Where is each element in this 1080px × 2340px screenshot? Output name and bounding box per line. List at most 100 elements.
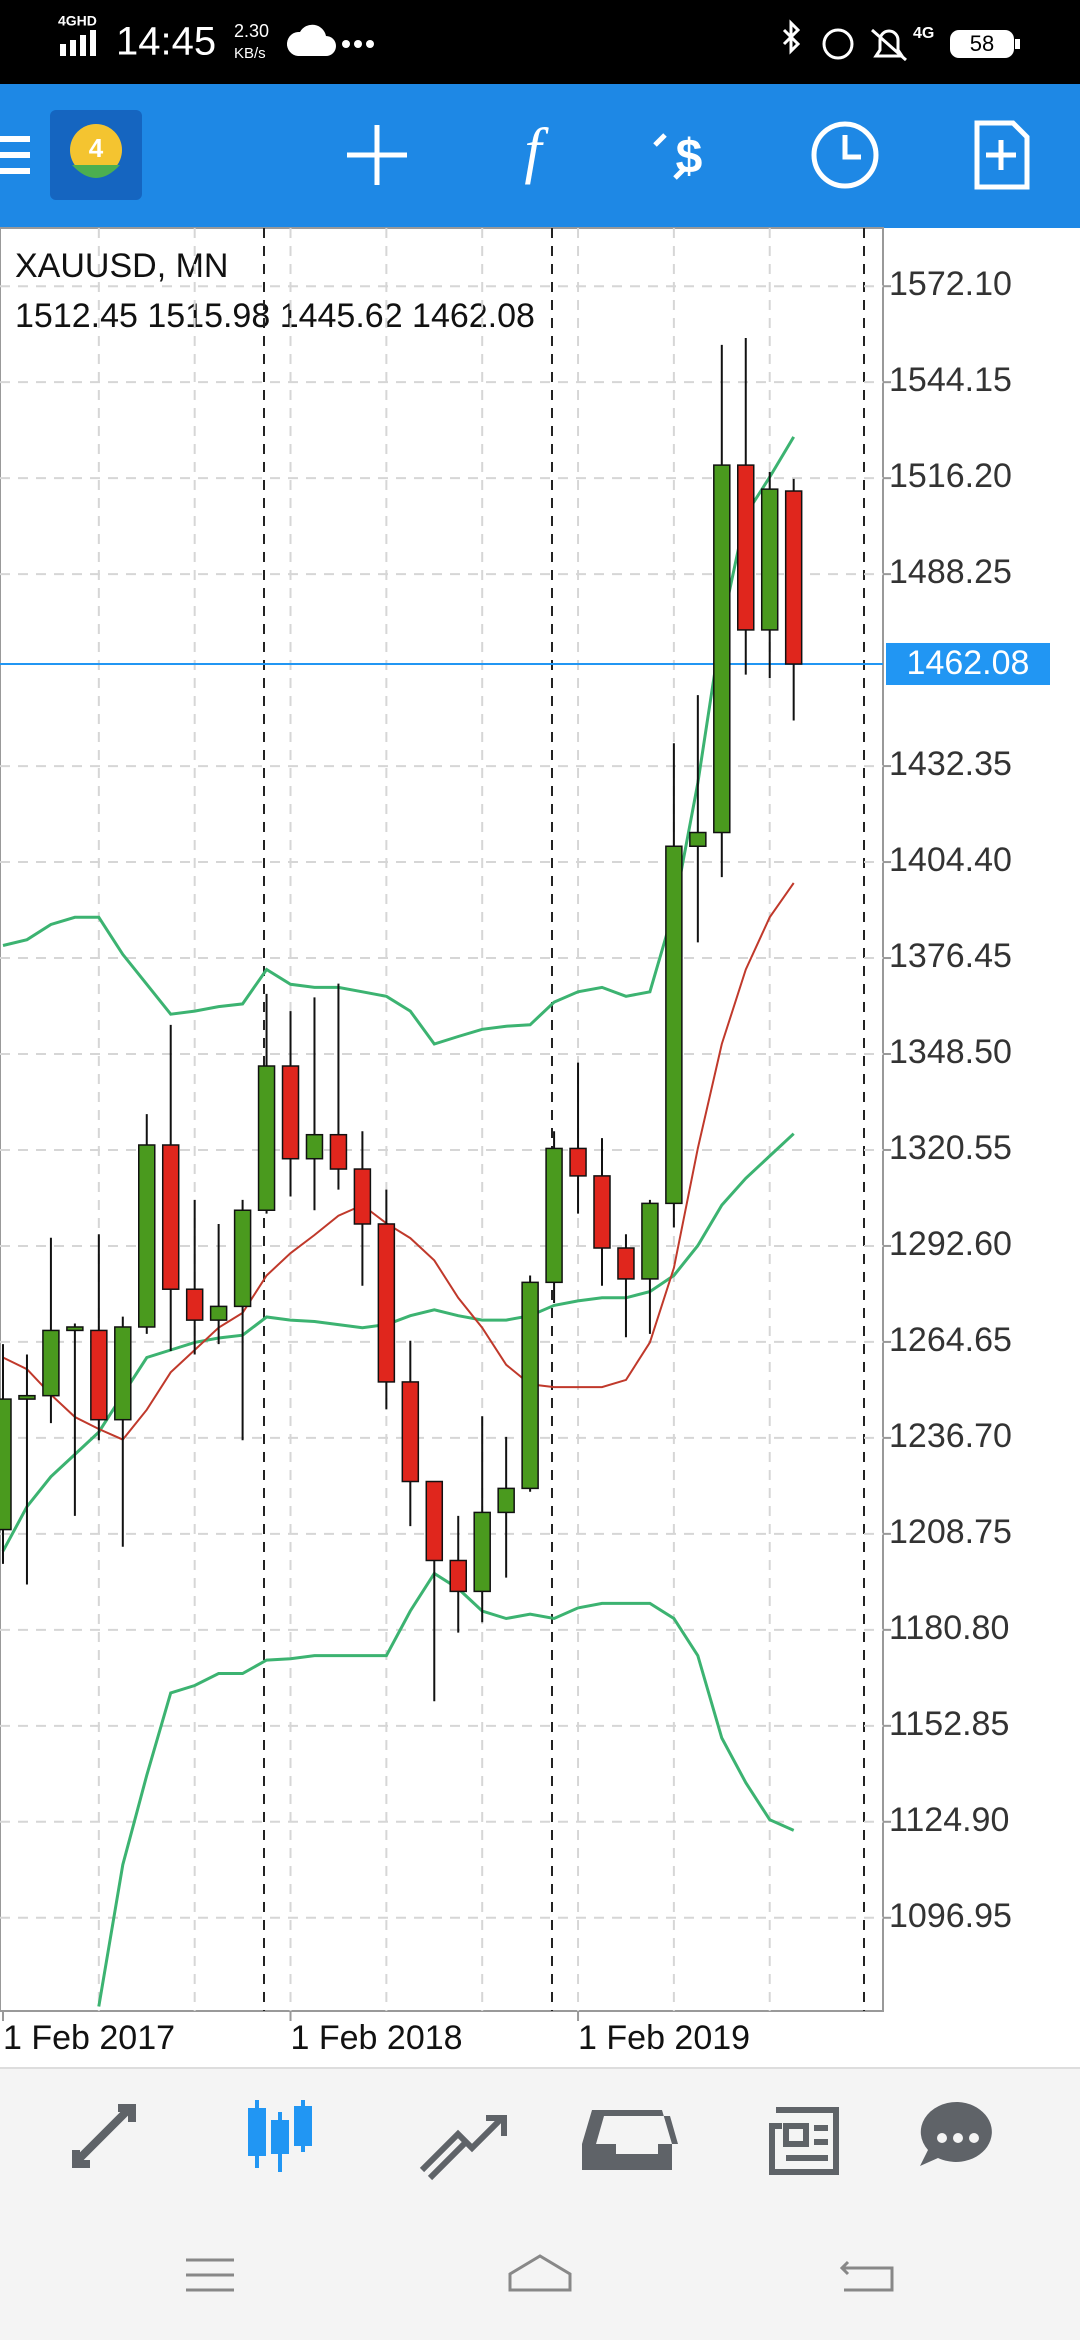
candle-body xyxy=(737,464,755,631)
y-tick-label: 1404.40 xyxy=(889,841,1012,879)
history-tab[interactable] xyxy=(582,2110,678,2170)
y-tick-label: 1432.35 xyxy=(889,745,1012,783)
candle-body xyxy=(138,1144,156,1328)
chart: XAUUSD, MN 1512.45 1515.98 1445.62 1462.… xyxy=(0,227,1050,2057)
candle-body xyxy=(90,1329,108,1421)
candle-body xyxy=(209,1305,228,1321)
battery-icon xyxy=(950,30,1014,58)
candle-body xyxy=(641,1202,659,1280)
candle-body xyxy=(233,1209,252,1308)
current-price-label: 1462.08 xyxy=(907,644,1030,682)
y-tick-label: 1264.65 xyxy=(889,1321,1012,1359)
weather-icon xyxy=(286,24,336,56)
clock: 14:45 xyxy=(116,20,216,64)
y-tick-label: 1124.90 xyxy=(889,1801,1009,1839)
battery-level: 58 xyxy=(970,31,994,56)
svg-text:$: $ xyxy=(676,131,703,184)
indicator-line xyxy=(2,436,795,1046)
app-logo[interactable]: 4 xyxy=(50,110,142,200)
y-tick-label: 1096.95 xyxy=(889,1897,1012,1935)
y-tick-label: 1376.45 xyxy=(889,937,1012,975)
status-bar xyxy=(0,0,1080,84)
net-speed: 2.30 xyxy=(234,21,269,41)
indicator-line xyxy=(2,882,795,1441)
candle-body xyxy=(760,488,779,631)
menu-button[interactable] xyxy=(0,136,30,174)
candle-body xyxy=(401,1381,420,1483)
trade-tab[interactable] xyxy=(419,2115,507,2181)
chart-subtitle: 1512.45 1515.98 1445.62 1462.08 xyxy=(15,297,535,335)
recents-button[interactable] xyxy=(186,2258,234,2292)
candle-body xyxy=(689,831,707,848)
home-button[interactable] xyxy=(508,2254,572,2292)
bottom-area xyxy=(0,2068,1080,2340)
candle-body xyxy=(665,845,683,1205)
toolbar xyxy=(0,84,1080,228)
candle-body xyxy=(42,1329,60,1397)
battery-tip xyxy=(1015,39,1020,49)
y-tick-label: 1292.60 xyxy=(889,1225,1012,1263)
net-speed-unit: KB/s xyxy=(234,45,266,62)
candle-body xyxy=(784,490,803,665)
candle-body xyxy=(185,1288,204,1321)
candle-body xyxy=(521,1281,539,1490)
mute-icon xyxy=(871,28,907,62)
candle-body xyxy=(18,1394,36,1400)
candle-body xyxy=(449,1559,467,1593)
candle-body xyxy=(305,1133,324,1160)
y-tick-label: 1208.75 xyxy=(889,1513,1012,1551)
candle-body xyxy=(257,1065,276,1211)
system-nav xyxy=(186,2254,894,2292)
signal-icon xyxy=(60,30,96,56)
chat-tab[interactable] xyxy=(920,2101,992,2166)
alarm-icon xyxy=(822,28,854,60)
y-tick-label: 1544.15 xyxy=(889,361,1012,399)
candle-body xyxy=(713,464,731,834)
network-type: 4G xyxy=(913,25,934,42)
x-tick-label: 1 Feb 2019 xyxy=(578,2019,750,2057)
y-tick-label: 1516.20 xyxy=(889,457,1012,495)
news-tab[interactable] xyxy=(769,2107,839,2175)
svg-text:4: 4 xyxy=(89,133,104,163)
candle-body xyxy=(425,1480,444,1562)
back-button[interactable] xyxy=(839,2260,894,2292)
chart-tab[interactable] xyxy=(248,2100,312,2172)
candle-body xyxy=(114,1326,132,1421)
crosshair-button[interactable] xyxy=(347,125,407,185)
x-tick-label: 1 Feb 2018 xyxy=(291,2019,463,2057)
candle-body xyxy=(353,1168,372,1225)
y-tick-label: 1236.70 xyxy=(889,1417,1012,1455)
candle-body xyxy=(497,1487,515,1514)
y-tick-label: 1572.10 xyxy=(889,265,1012,303)
candle-body xyxy=(281,1065,300,1160)
y-tick-label: 1180.80 xyxy=(889,1609,1009,1647)
new-order-button[interactable] xyxy=(974,120,1030,190)
indicator-line xyxy=(97,1571,795,2007)
quotes-tab[interactable] xyxy=(72,2104,136,2168)
y-tick-label: 1488.25 xyxy=(889,553,1012,591)
candle-body xyxy=(473,1511,491,1593)
more-icon xyxy=(342,40,374,48)
trade-button[interactable]: $ xyxy=(653,131,703,184)
chart-title: XAUUSD, MN xyxy=(15,247,228,285)
candle-body xyxy=(66,1326,84,1332)
candle-body xyxy=(161,1144,180,1290)
candle-body xyxy=(617,1247,635,1280)
y-tick-label: 1348.50 xyxy=(889,1033,1012,1071)
current-price-tag xyxy=(886,642,1050,685)
candle-body xyxy=(593,1175,611,1249)
x-tick-label: 1 Feb 2017 xyxy=(3,2019,175,2057)
candle-body xyxy=(329,1133,348,1170)
candle-body xyxy=(0,1398,12,1531)
period-button[interactable] xyxy=(811,121,879,189)
candle-body xyxy=(377,1223,396,1383)
network-label: 4GHD xyxy=(58,13,97,29)
candle-body xyxy=(545,1147,563,1284)
y-tick-label: 1320.55 xyxy=(889,1129,1012,1167)
candle-body xyxy=(569,1147,587,1177)
y-tick-label: 1152.85 xyxy=(889,1705,1009,1743)
bluetooth-icon xyxy=(782,19,801,55)
indicator-line xyxy=(1,1132,795,1552)
